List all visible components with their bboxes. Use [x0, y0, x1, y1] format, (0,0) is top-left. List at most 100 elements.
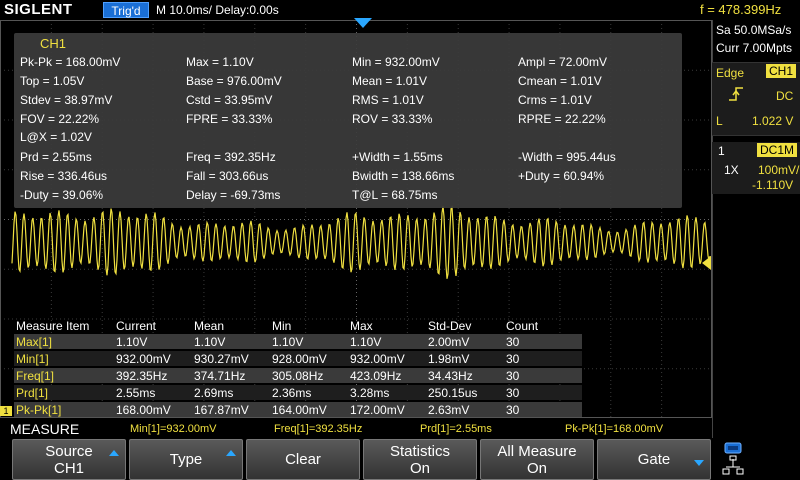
stats-cell: 2.55ms: [116, 386, 156, 400]
stats-cell: 392.35Hz: [116, 369, 168, 383]
clear-softkey[interactable]: Clear: [246, 439, 360, 480]
measure-value: RMS = 1.01V: [352, 93, 424, 107]
stats-item-name: Max[1]: [16, 335, 53, 349]
frequency-readout: f = 478.399Hz: [700, 2, 782, 17]
statistics-table: Measure Item Current Mean Min Max Std-Dev Coun…: [14, 318, 694, 418]
measure-value: FOV = 22.22%: [20, 112, 100, 126]
stats-cell: 1.10V: [116, 335, 148, 349]
stats-cell: 932.00mV: [116, 352, 171, 366]
measure-value: Ampl = 72.00mV: [518, 55, 608, 69]
stats-cell: 30: [506, 335, 520, 349]
measure-value: Max = 1.10V: [186, 55, 254, 69]
stats-cell: 30: [506, 369, 520, 383]
stats-item-name: Pk-Pk[1]: [16, 403, 62, 417]
sample-rate: Sa 50.0MSa/s: [716, 23, 792, 37]
measure-value: ROV = 33.33%: [352, 112, 433, 126]
memory-depth: Curr 7.00Mpts: [716, 41, 793, 55]
stats-cell: 2.00mV: [428, 335, 470, 349]
table-row: [14, 385, 582, 400]
status-item: Freq[1]=392.35Hz: [274, 423, 363, 435]
stats-cell: 34.43Hz: [428, 369, 473, 383]
gate-softkey[interactable]: Gate: [597, 439, 711, 480]
stats-header: Mean: [194, 319, 225, 333]
measure-value: T@L = 68.75ms: [352, 188, 438, 202]
stats-item-name: Min[1]: [16, 352, 49, 366]
stats-item-name: Freq[1]: [16, 369, 55, 383]
stats-cell: 1.10V: [194, 335, 226, 349]
stats-cell: 2.36ms: [272, 386, 312, 400]
all-measurements-panel: CH1 Pk-Pk = 168.00mV Max = 1.10V Min = 932…: [14, 33, 682, 208]
measure-value: Stdev = 38.97mV: [20, 93, 113, 107]
measure-value: Fall = 303.66us: [186, 169, 269, 183]
stats-cell: 164.00mV: [272, 403, 327, 417]
measure-value: Bwidth = 138.66ms: [352, 169, 455, 183]
knob-adjust-icon: [109, 450, 119, 456]
stats-cell: 30: [506, 386, 520, 400]
table-row: [14, 334, 582, 349]
measure-value: Cmean = 1.01V: [518, 74, 602, 88]
stats-cell: 2.69ms: [194, 386, 234, 400]
measure-value: +Duty = 60.94%: [518, 169, 605, 183]
measure-value: L@X = 1.02V: [20, 130, 92, 144]
stats-cell: 30: [506, 352, 520, 366]
stats-header: Measure Item: [16, 319, 90, 333]
trigger-status-badge: Trig'd: [103, 2, 149, 18]
statistics-softkey[interactable]: Statistics On: [363, 439, 477, 480]
table-row: [14, 402, 582, 417]
measure-value: -Width = 995.44us: [518, 150, 616, 164]
stats-cell: 30: [506, 403, 520, 417]
channel-coupling-badge: DC1M: [757, 143, 798, 157]
stats-cell: 172.00mV: [350, 403, 405, 417]
table-row: [14, 368, 582, 383]
type-softkey[interactable]: Type: [129, 439, 243, 480]
stats-cell: 168.00mV: [116, 403, 171, 417]
stats-cell: 167.87mV: [194, 403, 249, 417]
stats-cell: 2.63mV: [428, 403, 470, 417]
status-item: Min[1]=932.00mV: [130, 423, 217, 435]
table-row: [14, 351, 582, 366]
measure-value: RPRE = 22.22%: [518, 112, 606, 126]
trigger-source-badge: CH1: [766, 64, 797, 78]
timebase-readout: M 10.0ms/ Delay:0.00s: [156, 3, 279, 17]
status-item: Prd[1]=2.55ms: [420, 423, 492, 435]
measure-value: Delay = -69.73ms: [186, 188, 281, 202]
measure-panel-source: CH1: [40, 36, 67, 51]
probe-ratio: 1X: [724, 163, 739, 177]
all-measure-softkey[interactable]: All Measure On: [480, 439, 594, 480]
measure-value: Min = 932.00mV: [352, 55, 440, 69]
usb-network-status-icon: [722, 442, 744, 475]
stats-cell: 930.27mV: [194, 352, 249, 366]
stats-header: Current: [116, 319, 157, 333]
next-page-icon: [694, 460, 704, 466]
stats-cell: 928.00mV: [272, 352, 327, 366]
measure-value: Cstd = 33.95mV: [186, 93, 273, 107]
measure-value: Crms = 1.01V: [518, 93, 592, 107]
stats-cell: 250.15us: [428, 386, 478, 400]
trigger-level-marker-icon[interactable]: [702, 256, 711, 270]
source-softkey[interactable]: Source CH1: [12, 439, 126, 480]
measure-value: FPRE = 33.33%: [186, 112, 273, 126]
measure-value: Freq = 392.35Hz: [186, 150, 276, 164]
rising-edge-icon: [729, 87, 743, 101]
trigger-position-marker-icon[interactable]: [354, 18, 372, 28]
stats-cell: 1.10V: [272, 335, 304, 349]
measure-value: Prd = 2.55ms: [20, 150, 92, 164]
measure-status-line: MEASURE Min[1]=932.00mV Freq[1]=392.35Hz…: [0, 420, 712, 438]
measure-value: Rise = 336.46us: [20, 169, 108, 183]
top-status-bar: [0, 0, 800, 20]
ch1-waveform-trace: [11, 205, 711, 279]
stats-header: Count: [506, 319, 539, 333]
measure-value: Base = 976.00mV: [186, 74, 282, 88]
trigger-level-label: L: [716, 114, 723, 128]
stats-header: Max: [350, 319, 373, 333]
measure-value: Mean = 1.01V: [352, 74, 428, 88]
ch1-ground-marker-icon[interactable]: 1: [0, 406, 12, 416]
menu-title: MEASURE: [10, 421, 80, 437]
stats-cell: 932.00mV: [350, 352, 405, 366]
stats-cell: 305.08Hz: [272, 369, 324, 383]
stats-header: Std-Dev: [428, 319, 472, 333]
trigger-coupling: DC: [776, 89, 794, 103]
stats-cell: 3.28ms: [350, 386, 390, 400]
stats-header: Min: [272, 319, 292, 333]
status-item: Pk-Pk[1]=168.00mV: [565, 423, 664, 435]
